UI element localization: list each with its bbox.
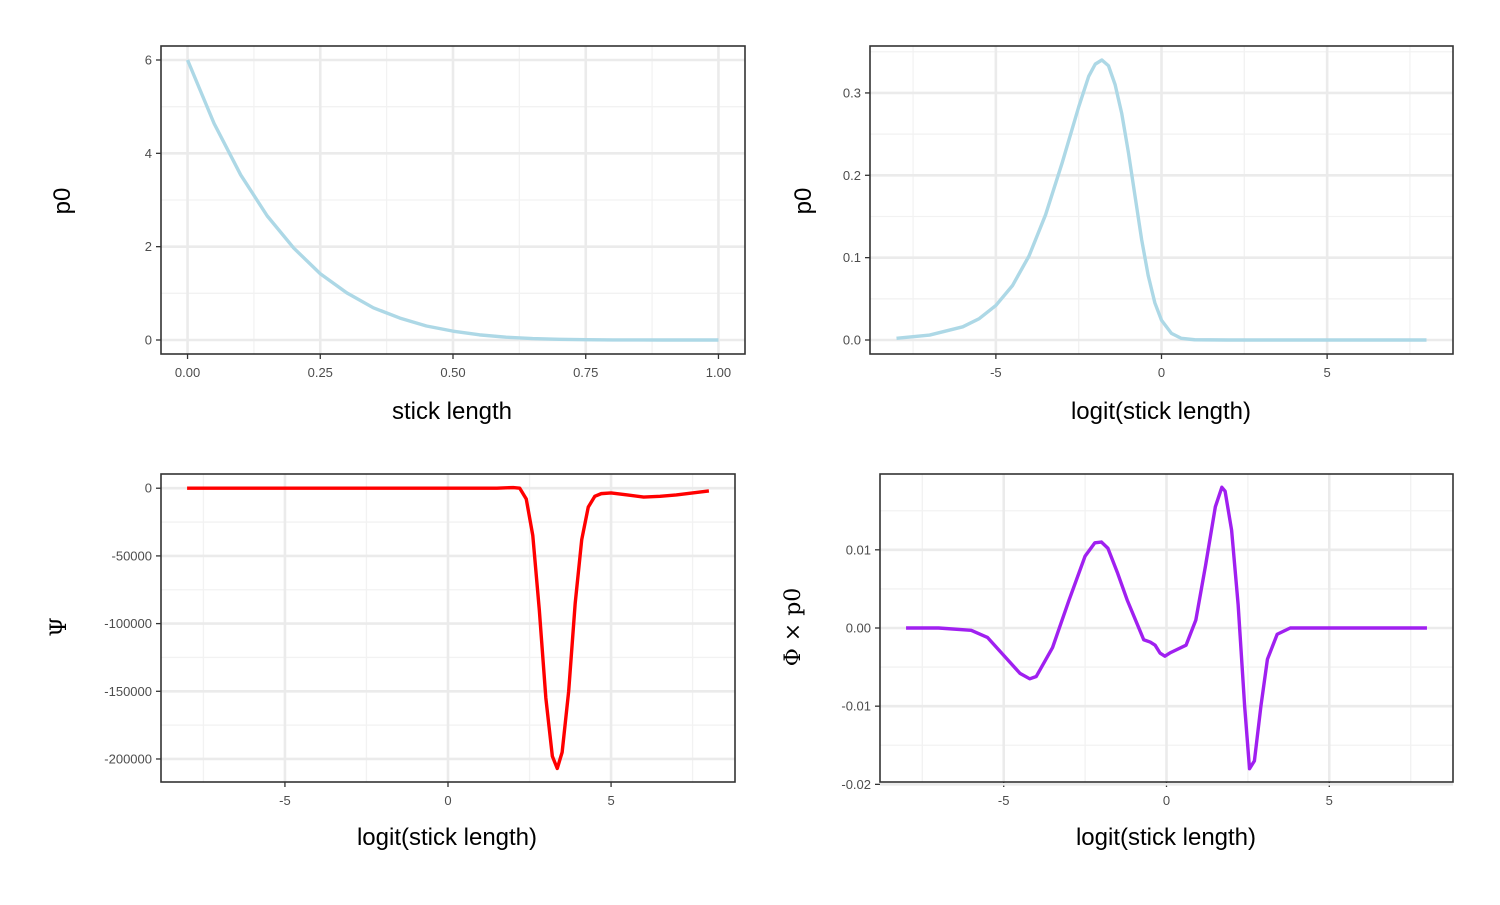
series-line [896,58,1427,342]
y-tick-label: -50000 [112,548,152,563]
x-tick-label: 0 [1163,793,1170,808]
panel-3-y-axis-title: Ψ [47,617,72,636]
panel-border [160,473,736,783]
y-tick-label: 6 [145,53,152,68]
panel-4-x-axis-title: logit(stick length) [1076,824,1256,851]
y-tick-label: 0.3 [843,85,861,100]
x-tick-label: 5 [607,793,614,808]
y-tick-label: 4 [145,146,152,161]
x-tick-label: -5 [998,793,1010,808]
y-tick-label: -150000 [104,684,152,699]
panel-2-y-axis-title: p0 [790,188,817,215]
y-tick-label: -200000 [104,751,152,766]
y-tick-label: 0 [145,333,152,348]
panel-2-x-axis-title: logit(stick length) [1071,398,1251,425]
panel-phi-times-p0: -5 0 5 0.01 0.00 -0.01 -0.02 [841,473,1454,808]
panel-border [160,45,746,355]
x-tick-label: 1.00 [706,365,731,380]
x-tick-label: -5 [279,793,291,808]
series-line [906,485,1427,771]
panel-border [879,473,1454,783]
x-tick-label: -5 [990,365,1002,380]
y-tick-label: 0.0 [843,333,861,348]
panel-1-x-axis-title: stick length [392,398,512,425]
series-line [187,485,710,771]
y-tick-label: -100000 [104,616,152,631]
y-tick-label: 0.1 [843,250,861,265]
y-tick-label: -0.02 [841,777,871,792]
y-tick-label: 0.01 [846,542,871,557]
y-tick-label: -0.01 [841,699,871,714]
panel-3-x-axis-title: logit(stick length) [357,824,537,851]
x-tick-label: 0.75 [573,365,598,380]
y-tick-label: 0.2 [843,168,861,183]
panel-border [869,45,1454,355]
y-tick-label: 2 [145,239,152,254]
panel-logit-density: -5 0 5 0.0 0.1 0.2 0.3 [843,45,1454,380]
panel-1-y-axis-title: p0 [49,188,76,215]
panel-stick-length-density: 0.00 0.25 0.50 0.75 1.00 0 2 4 6 [145,45,746,380]
x-tick-label: 0.50 [440,365,465,380]
x-tick-label: 0.00 [175,365,200,380]
x-tick-label: 0 [1158,365,1165,380]
panel-psi: -5 0 5 0 -50000 -100000 -150000 -200000 [104,473,736,808]
panel-4-y-axis-title: Φ × p0 [781,588,806,667]
y-tick-label: 0 [145,481,152,496]
x-tick-label: 5 [1326,793,1333,808]
x-tick-label: 0 [444,793,451,808]
x-tick-label: 0.25 [308,365,333,380]
x-tick-label: 5 [1324,365,1331,380]
y-tick-label: 0.00 [846,621,871,636]
series-line [185,59,719,342]
